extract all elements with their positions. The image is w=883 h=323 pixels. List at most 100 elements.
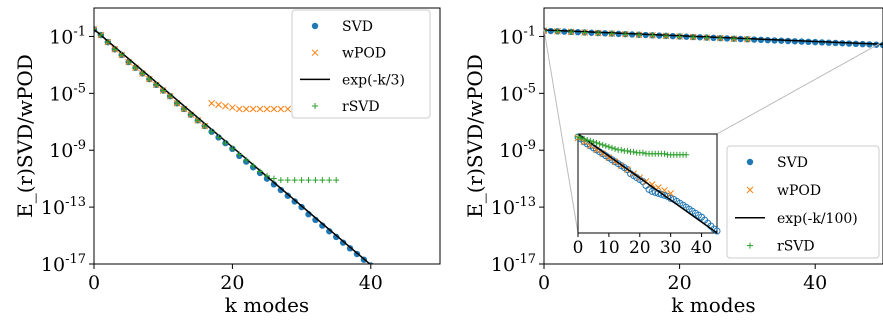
zoom-connector [543, 29, 579, 234]
data-point [311, 49, 319, 57]
data-point [263, 105, 271, 113]
data-point [215, 101, 222, 109]
legend-item: rSVD [312, 99, 380, 115]
y-axis-label: E_(r)SVD/wPOD [13, 54, 37, 218]
data-point [605, 143, 612, 150]
legend-label: rSVD [777, 239, 815, 255]
data-point [194, 117, 201, 124]
data-point [423, 309, 429, 315]
data-point [608, 144, 615, 151]
y-tick-label: 10-9 [49, 138, 86, 162]
legend-label: wPOD [777, 183, 821, 199]
legend-item: wPOD [311, 46, 386, 62]
inset-series-exp--k-100- [577, 133, 718, 234]
data-point [630, 148, 637, 155]
data-point [690, 34, 697, 41]
data-point [94, 26, 97, 33]
data-point [744, 36, 751, 43]
data-point [554, 28, 561, 35]
data-point [747, 242, 753, 249]
data-point [235, 105, 243, 113]
data-point [605, 154, 613, 162]
data-point [167, 93, 174, 100]
chart-panel-right: 0 20 40 10-17 10-13 10-9 10-5 10-1 k modes E_(r)S… [463, 7, 883, 317]
data-point [256, 105, 264, 113]
data-point [132, 64, 139, 71]
data-point [612, 145, 619, 152]
data-point [174, 100, 181, 107]
inset-series-rsvd [575, 133, 690, 158]
data-point [222, 102, 229, 110]
series-wpod [94, 25, 305, 130]
series-svd [544, 27, 883, 49]
data-point [160, 87, 167, 94]
data-point [618, 146, 625, 153]
data-point [97, 32, 104, 39]
data-point [257, 168, 264, 175]
data-point [104, 39, 111, 46]
data-point [402, 292, 408, 298]
data-point [648, 181, 656, 188]
x-tick-label: 40 [803, 272, 827, 294]
data-point [277, 105, 285, 113]
axes-frame [543, 7, 883, 265]
data-point [746, 186, 754, 194]
data-point [599, 141, 606, 148]
inset-x-tick-label: 10 [598, 238, 620, 258]
y-axis-label: E_(r)SVD/wPOD [463, 54, 487, 218]
data-point [703, 34, 710, 41]
data-point [270, 175, 277, 182]
data-point [416, 303, 422, 309]
data-point [663, 32, 670, 39]
legend-label: SVD [342, 19, 373, 35]
data-point [339, 239, 347, 246]
data-point [326, 177, 333, 184]
data-point [153, 81, 160, 88]
legend-label: exp(-k/100) [777, 211, 858, 227]
x-tick-label: 40 [359, 272, 383, 294]
data-point [581, 29, 588, 36]
data-point [319, 222, 326, 229]
data-point [635, 31, 642, 38]
y-tick-label: 10-1 [49, 24, 86, 48]
data-point [264, 172, 270, 179]
plot-area [94, 25, 429, 315]
data-point [118, 51, 125, 58]
legend-item: exp(-k/100) [735, 211, 858, 227]
data-point [291, 198, 298, 205]
data-point [242, 105, 250, 113]
data-point [312, 103, 318, 109]
data-point [578, 134, 585, 141]
data-point [596, 140, 603, 147]
inset-x-tick-label: 20 [629, 238, 651, 258]
inset-x-tick-label: 0 [573, 238, 584, 258]
data-point [250, 162, 257, 169]
inset-x-tick-label: 40 [691, 238, 713, 258]
data-point [291, 177, 298, 184]
data-point [409, 298, 415, 304]
data-point [648, 187, 656, 195]
data-point [568, 28, 575, 35]
series-exp--k-100- [544, 29, 883, 46]
inset-x-tick-label: 30 [660, 238, 682, 258]
data-point [312, 177, 319, 184]
data-point [284, 192, 291, 199]
y-tick-label: 10-5 [49, 81, 86, 105]
data-point [879, 41, 883, 49]
x-tick-label: 20 [668, 272, 692, 294]
data-point [661, 187, 668, 194]
legend-box [291, 9, 431, 119]
data-point [608, 30, 615, 37]
data-point [229, 145, 236, 152]
legend-label: SVD [777, 155, 808, 171]
data-point [270, 105, 278, 113]
data-point [236, 151, 243, 158]
legend: SVD wPOD exp(-k/100) rSVD [726, 145, 880, 259]
legend-label: exp(-k/3) [342, 72, 405, 88]
data-point [277, 186, 285, 194]
legend-item: SVD [746, 155, 808, 171]
data-point [284, 105, 292, 113]
data-point [146, 76, 153, 83]
data-point [208, 99, 215, 107]
legend-box [726, 145, 880, 259]
